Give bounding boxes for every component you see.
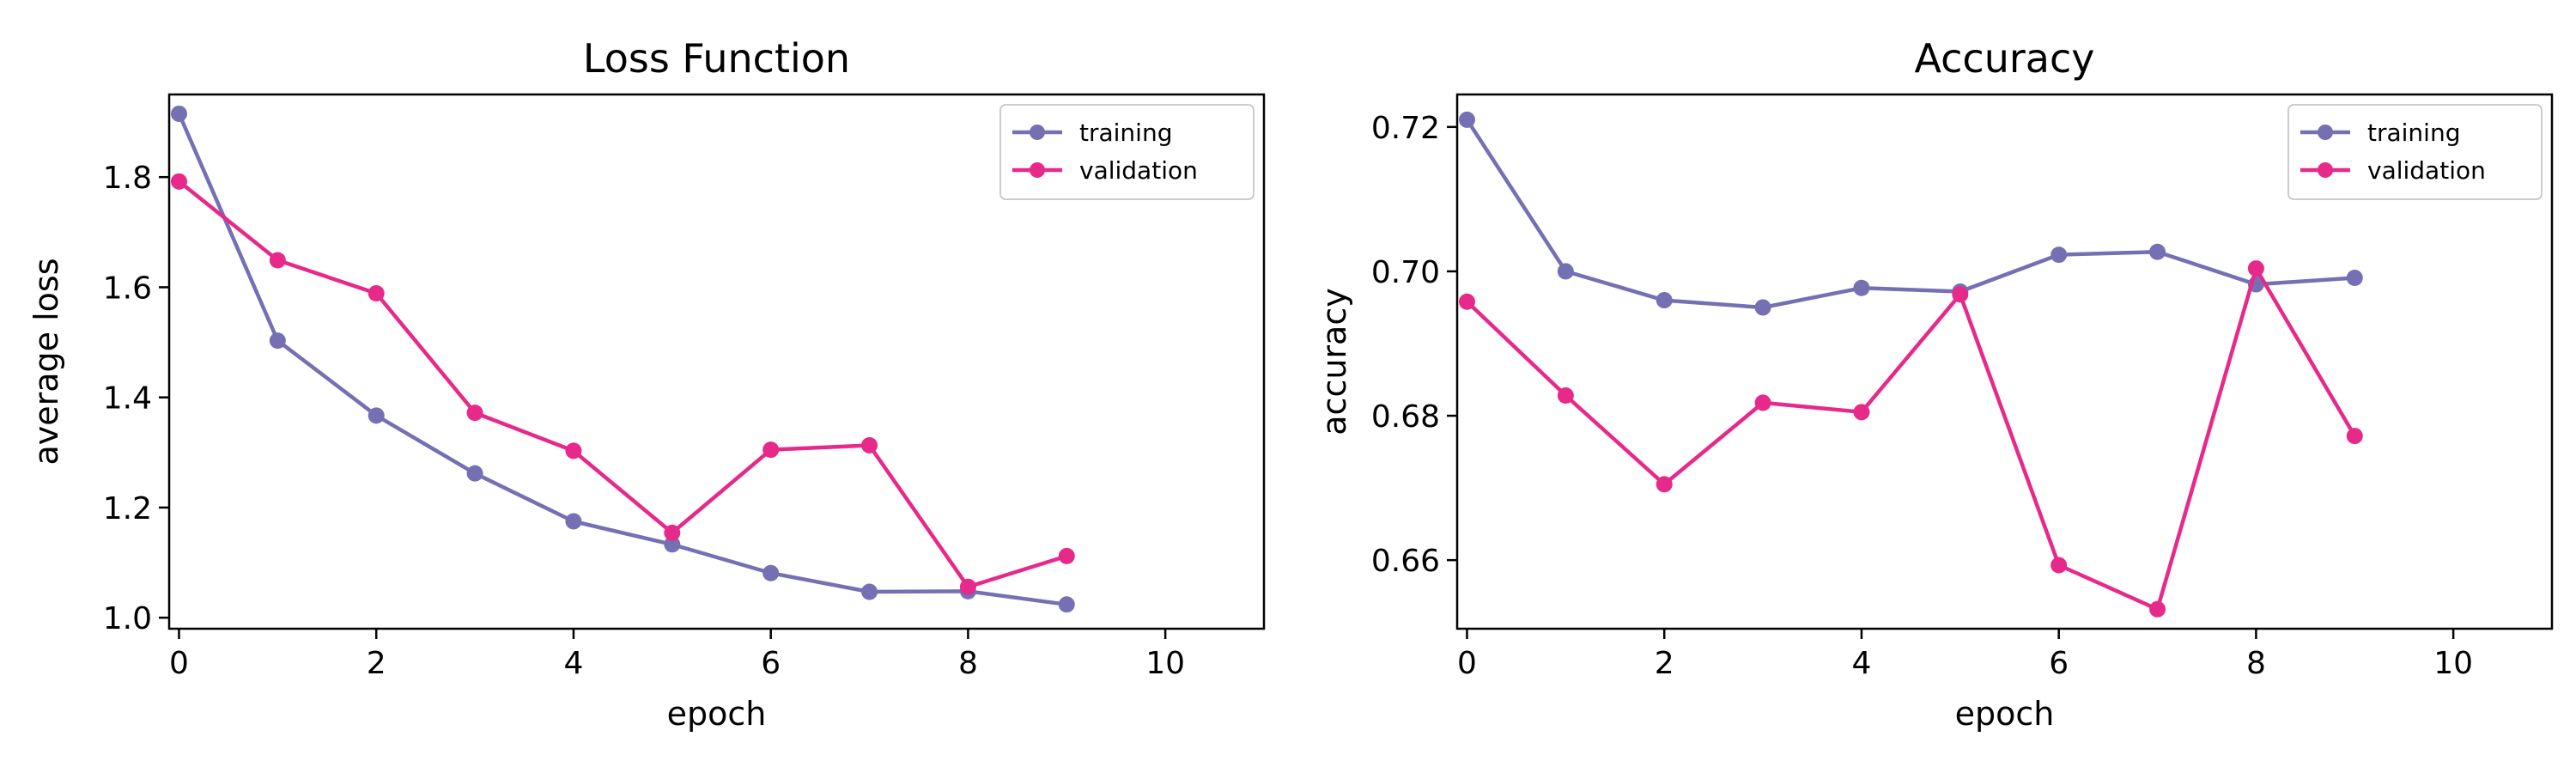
legend-label: validation bbox=[2367, 156, 2486, 185]
data-point-validation bbox=[1754, 394, 1771, 411]
data-point-validation bbox=[861, 436, 878, 453]
x-tick-label: 10 bbox=[1145, 646, 1185, 681]
x-tick-label: 4 bbox=[563, 646, 583, 681]
chart-panel-0: Loss Function 0 2 4 6 8 10 1.0 1.2 1.4 1.6 1.8 epoch… bbox=[27, 35, 1266, 733]
legend-label: validation bbox=[1079, 156, 1198, 185]
plot-frame bbox=[167, 93, 1266, 630]
series-line-validation bbox=[178, 180, 1067, 589]
data-point-validation bbox=[2149, 600, 2166, 618]
legend-swatch-marker bbox=[2318, 162, 2333, 178]
y-tick-label: 0.66 bbox=[1371, 544, 1440, 579]
legend-box bbox=[2287, 104, 2543, 200]
legend-swatch-marker bbox=[2318, 125, 2333, 140]
legend-label: training bbox=[2367, 119, 2460, 147]
plot-frame bbox=[1455, 93, 2554, 630]
data-point-validation bbox=[762, 441, 780, 459]
legend-box bbox=[999, 104, 1255, 200]
legend-label: training bbox=[1079, 119, 1172, 147]
data-point-validation bbox=[368, 284, 385, 301]
data-point-training bbox=[1058, 596, 1075, 613]
data-point-training bbox=[2149, 243, 2166, 260]
data-point-validation bbox=[2346, 428, 2363, 445]
data-point-validation bbox=[565, 442, 582, 460]
data-point-validation bbox=[1952, 286, 1969, 303]
x-tick-label: 6 bbox=[761, 646, 781, 681]
x-tick-label: 0 bbox=[169, 646, 189, 681]
x-tick-label: 2 bbox=[367, 646, 386, 681]
y-tick-label: 1.6 bbox=[103, 271, 152, 306]
data-point-training bbox=[664, 536, 681, 553]
data-point-validation bbox=[959, 578, 976, 595]
x-tick-label: 4 bbox=[1851, 646, 1871, 681]
data-point-training bbox=[2050, 247, 2068, 264]
y-axis-label: average loss bbox=[27, 258, 65, 465]
data-point-training bbox=[861, 583, 878, 600]
data-point-training bbox=[368, 407, 385, 424]
data-point-validation bbox=[1853, 404, 1870, 421]
y-tick-label: 1.8 bbox=[103, 161, 152, 196]
data-point-validation bbox=[269, 252, 286, 269]
data-point-validation bbox=[2247, 260, 2264, 277]
data-point-training bbox=[466, 465, 483, 482]
data-point-training bbox=[2346, 269, 2363, 286]
x-tick-label: 10 bbox=[2433, 646, 2473, 681]
x-axis-label: epoch bbox=[667, 695, 767, 733]
data-point-training bbox=[1853, 279, 1870, 296]
data-point-validation bbox=[466, 405, 483, 422]
legend-swatch-marker bbox=[1030, 125, 1045, 140]
data-point-validation bbox=[1458, 293, 1475, 310]
data-point-validation bbox=[1557, 387, 1574, 405]
series-line-validation bbox=[1465, 266, 2357, 612]
x-tick-label: 8 bbox=[958, 646, 978, 681]
y-tick-label: 0.68 bbox=[1371, 399, 1440, 435]
chart-title: Accuracy bbox=[1914, 35, 2094, 82]
y-tick-label: 0.70 bbox=[1371, 255, 1440, 290]
data-point-validation bbox=[170, 173, 187, 190]
series-line-training bbox=[177, 113, 1067, 607]
data-point-validation bbox=[1656, 476, 1673, 493]
data-point-validation bbox=[1058, 547, 1075, 564]
data-point-training bbox=[1754, 299, 1771, 316]
y-axis-label: accuracy bbox=[1315, 288, 1353, 435]
series-line-training bbox=[1465, 119, 2355, 310]
y-tick-label: 1.4 bbox=[103, 381, 152, 417]
y-tick-label: 1.0 bbox=[103, 601, 152, 636]
chart-title: Loss Function bbox=[583, 35, 850, 82]
data-point-validation bbox=[2050, 557, 2068, 574]
data-point-training bbox=[1656, 292, 1673, 309]
x-tick-label: 2 bbox=[1655, 646, 1674, 681]
x-tick-label: 6 bbox=[2049, 646, 2069, 681]
y-tick-label: 1.2 bbox=[103, 491, 152, 526]
data-point-training bbox=[1557, 263, 1574, 280]
legend-swatch-marker bbox=[1030, 162, 1045, 178]
data-point-training bbox=[762, 564, 780, 581]
data-point-training bbox=[170, 105, 187, 122]
data-point-training bbox=[1458, 111, 1475, 128]
y-tick-label: 0.72 bbox=[1371, 111, 1440, 146]
x-axis-label: epoch bbox=[1955, 695, 2055, 733]
chart-panel-1: Accuracy 0 2 4 6 8 10 0.66 0.68 0.70 0.72 epoch accu… bbox=[1315, 35, 2554, 733]
x-tick-label: 8 bbox=[2246, 646, 2266, 681]
data-point-training bbox=[269, 332, 286, 350]
data-point-training bbox=[565, 513, 582, 530]
x-tick-label: 0 bbox=[1457, 646, 1477, 681]
data-point-validation bbox=[664, 524, 681, 541]
